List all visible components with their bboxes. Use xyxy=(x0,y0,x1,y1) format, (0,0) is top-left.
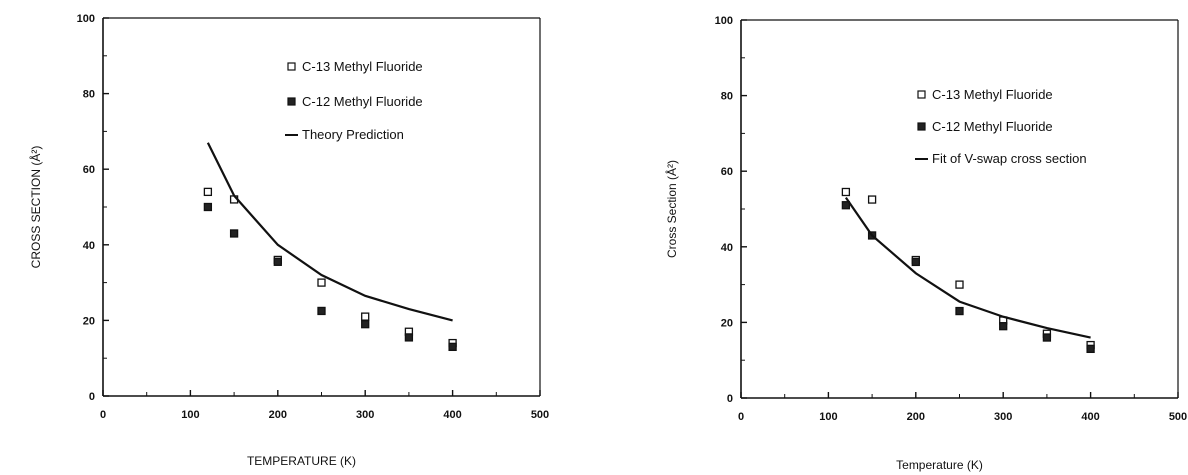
x-tick-label: 500 xyxy=(1169,411,1187,423)
y-tick-label: 80 xyxy=(83,89,95,101)
y-tick-label: 40 xyxy=(83,240,95,252)
x-tick-label: 400 xyxy=(1081,411,1099,423)
x-tick-label: 500 xyxy=(531,409,549,421)
filled-square-point xyxy=(448,342,457,352)
legend-filled-square-swatch xyxy=(917,122,926,131)
filled-square-point xyxy=(911,257,920,267)
filled-square-point xyxy=(404,333,414,342)
legend-label: Fit of V-swap cross section xyxy=(932,151,1087,166)
legend-label: C-13 Methyl Fluoride xyxy=(932,87,1053,102)
y-tick-label: 60 xyxy=(83,164,95,176)
y-axis-label: CROSS SECTION (Å²) xyxy=(28,146,43,269)
x-tick-label: 400 xyxy=(443,409,461,421)
y-tick-label: 20 xyxy=(721,317,733,329)
filled-square-point xyxy=(273,257,282,266)
y-tick-label: 100 xyxy=(715,15,733,27)
legend-label: C-13 Methyl Fluoride xyxy=(302,59,423,74)
filled-square-point xyxy=(841,201,851,210)
y-tick-label: 80 xyxy=(721,91,733,103)
legend: C-13 Methyl Fluoride C-12 Methyl Fluoride… xyxy=(915,87,1087,166)
x-tick-label: 300 xyxy=(356,409,374,421)
filled-square-point xyxy=(999,322,1008,331)
filled-square-point xyxy=(955,306,964,316)
y-tick-label: 20 xyxy=(83,315,95,327)
open-square-point xyxy=(841,187,851,197)
legend-open-square-swatch xyxy=(917,90,926,99)
x-tick-label: 100 xyxy=(819,411,837,423)
open-square-point xyxy=(361,312,370,321)
legend-label: C-12 Methyl Fluoride xyxy=(302,94,423,109)
series-line-3 xyxy=(844,197,1091,339)
filled-square-point xyxy=(1042,333,1052,342)
x-axis-label: TEMPERATURE (K) xyxy=(247,454,356,468)
chart-2: 0 20 40 60 80 100 0 100 200 300 400 500 Temperature … xyxy=(664,15,1187,472)
chart-1: 0 20 40 60 80 100 0 100 200 300 400 500 TEMPERATURE … xyxy=(28,13,549,468)
legend-label: C-12 Methyl Fluoride xyxy=(932,119,1053,134)
legend-open-square-swatch xyxy=(287,62,296,71)
filled-square-point xyxy=(229,229,239,238)
y-tick-label: 60 xyxy=(721,166,733,178)
legend-filled-square-swatch xyxy=(287,97,296,106)
y-tick-label: 100 xyxy=(77,13,95,25)
legend-label: Theory Prediction xyxy=(302,127,404,142)
filled-square-point xyxy=(361,320,370,329)
filled-square-point xyxy=(203,202,213,212)
y-axis-label: Cross Section (Å²) xyxy=(664,160,679,258)
open-square-point xyxy=(867,195,877,204)
y-tick-label: 0 xyxy=(727,393,733,405)
legend: C-13 Methyl Fluoride C-12 Methyl Fluoride… xyxy=(285,59,423,142)
x-tick-label: 200 xyxy=(269,409,287,421)
y-tick-label: 0 xyxy=(89,391,95,403)
filled-square-point xyxy=(1086,344,1095,354)
filled-square-point xyxy=(317,306,326,316)
series-line-3 xyxy=(206,142,453,322)
x-axis-label: Temperature (K) xyxy=(896,458,983,472)
x-tick-label: 0 xyxy=(100,409,106,421)
x-tick-label: 0 xyxy=(738,411,744,423)
x-tick-label: 100 xyxy=(181,409,199,421)
open-square-point xyxy=(317,278,326,287)
open-square-point xyxy=(203,187,213,197)
x-tick-label: 300 xyxy=(994,411,1012,423)
x-tick-label: 200 xyxy=(907,411,925,423)
open-square-point xyxy=(955,280,964,289)
y-tick-label: 40 xyxy=(721,242,733,254)
